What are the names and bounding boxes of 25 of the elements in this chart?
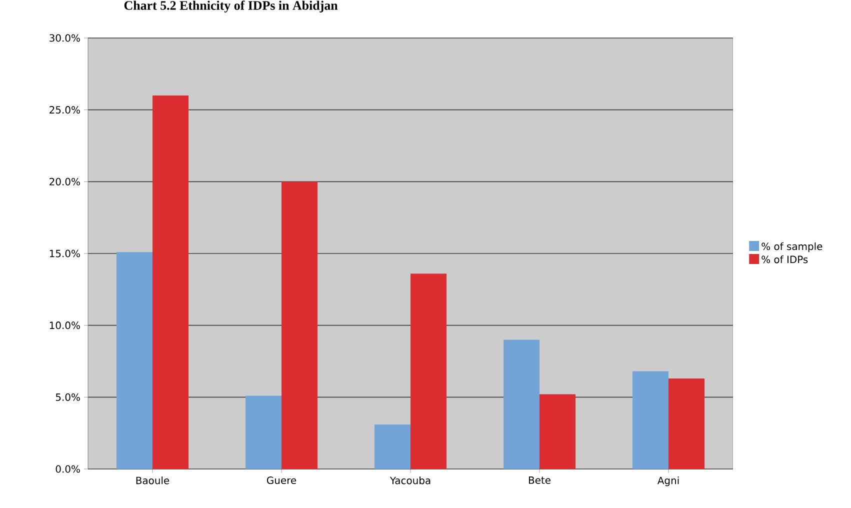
x-tick-label: Bete (528, 476, 550, 484)
y-tick-label: 5.0% (56, 393, 80, 401)
bar (246, 396, 282, 469)
bar (282, 182, 318, 469)
y-tick-label: 25.0% (50, 106, 80, 114)
chart-title: Chart 5.2 Ethnicity of IDPs in Abidjan (124, 0, 338, 12)
y-tick-label: 15.0% (50, 250, 80, 258)
bar (540, 394, 576, 469)
x-tick-label: Baoule (136, 476, 170, 484)
x-tick-label: Guere (266, 476, 296, 484)
bar (116, 252, 152, 469)
x-tick-label: Agni (657, 476, 679, 486)
bar (374, 424, 410, 469)
bar (504, 340, 540, 469)
bar (668, 378, 705, 469)
bar (410, 274, 446, 469)
y-tick-label: 0.0% (56, 465, 80, 473)
y-tick-label: 10.0% (50, 322, 80, 330)
y-tick-label: 20.0% (50, 178, 80, 186)
y-tick-label: 30.0% (50, 34, 80, 42)
legend-label: % of sample (762, 242, 822, 252)
legend-label: % of IDPs (762, 255, 808, 264)
x-tick-label: Yacouba (390, 476, 430, 484)
bar (632, 371, 669, 469)
bar (152, 95, 188, 469)
